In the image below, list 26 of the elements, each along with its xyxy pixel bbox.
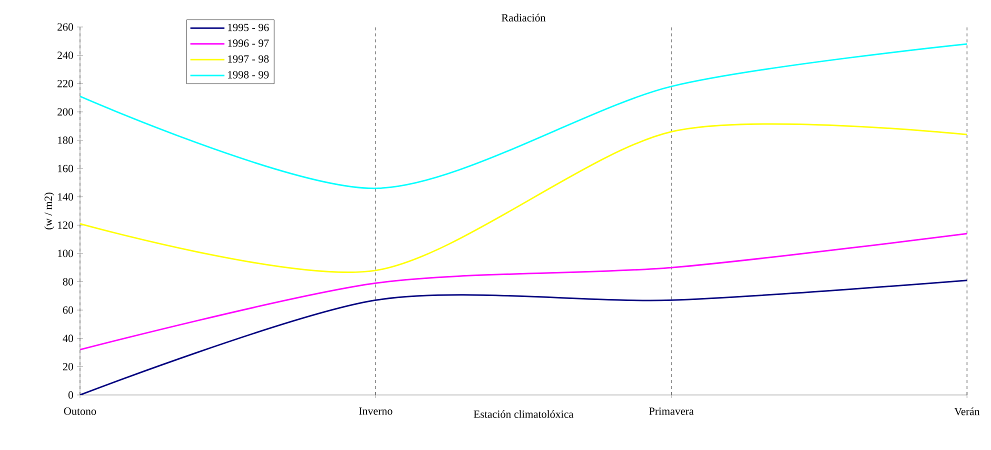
y-tick-label: 220: [58, 80, 74, 88]
y-tick-label: 0: [68, 391, 74, 399]
y-tick-label: 80: [62, 278, 74, 286]
legend-label: 1998 - 99: [228, 71, 269, 78]
y-tick-label: 40: [62, 334, 74, 342]
y-tick-label: 260: [58, 23, 74, 31]
y-axis-title: (w / m2): [44, 192, 54, 230]
line-series: [80, 232, 968, 350]
y-tick-label: 140: [58, 193, 74, 201]
chart-title: Radiación: [502, 14, 546, 22]
y-tick-label: 200: [58, 108, 74, 116]
x-tick-label: Outono: [64, 408, 96, 415]
y-tick-label: 120: [58, 221, 74, 229]
x-axis-title: Estación climatolóxica: [474, 410, 574, 418]
y-tick-label: 180: [58, 136, 74, 144]
x-tick-label: Primavera: [649, 408, 694, 415]
x-tick-label: Verán: [954, 408, 980, 416]
y-tick-label: 60: [63, 306, 74, 314]
y-tick-label: 160: [58, 164, 74, 172]
y-tick-label: 100: [58, 250, 74, 258]
legend-label: 1995 - 96: [228, 24, 269, 32]
x-tick-label: Inverno: [359, 408, 392, 415]
y-tick-label: 240: [58, 52, 74, 59]
legend-label: 1996 - 97: [228, 40, 269, 47]
legend-label: 1997 - 98: [228, 55, 269, 63]
y-tick-label: 20: [63, 362, 74, 370]
